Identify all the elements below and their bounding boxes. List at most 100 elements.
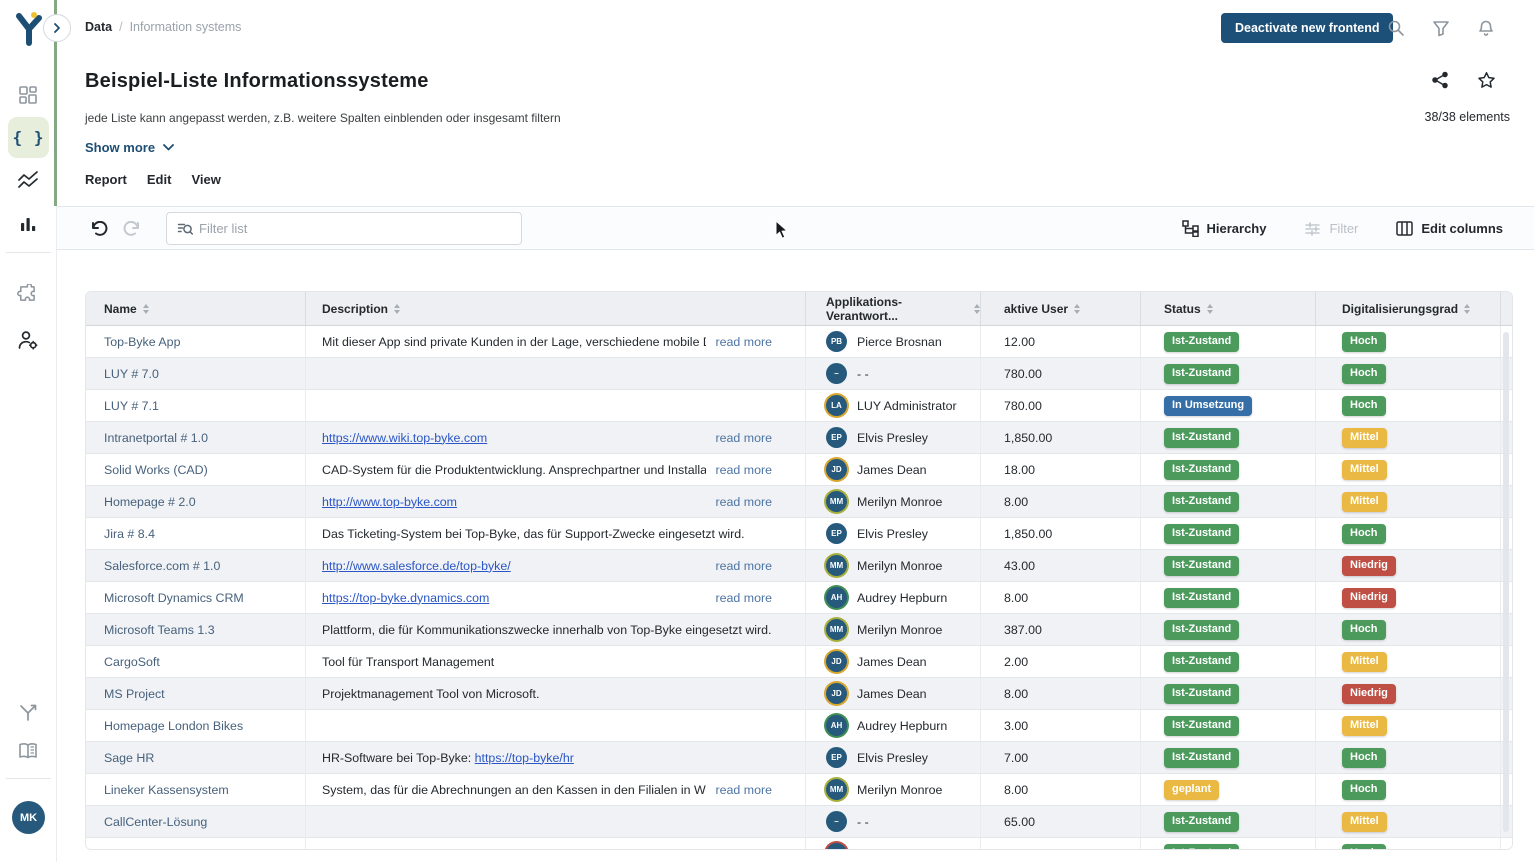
table-row[interactable]: Salesforce.com # 1.0 http://www.salesfor…	[86, 550, 1512, 582]
read-more-link[interactable]: read more	[715, 334, 772, 349]
table-row[interactable]: Microsoft Dynamics CRM https://top-byke.…	[86, 582, 1512, 614]
sidebar-divider	[6, 252, 51, 253]
row-name-link[interactable]: Microsoft Teams 1.3	[104, 622, 215, 637]
book-icon[interactable]	[16, 739, 40, 763]
dashboard-icon[interactable]	[16, 83, 40, 107]
digitalisierungsgrad-badge: Mittel	[1342, 811, 1387, 832]
row-name-link[interactable]: CargoSoft	[104, 654, 160, 669]
table-row[interactable]: Microsoft Teams 1.3 Plattform, die für K…	[86, 614, 1512, 646]
bell-icon[interactable]	[1476, 18, 1496, 38]
digitalisierungsgrad-badge: Mittel	[1342, 715, 1387, 736]
table-row[interactable]: CallCenter-Lösung – - - 65.00 Ist-Zustand…	[86, 806, 1512, 838]
information-systems-table: Name Description Applikations-Verantwort…	[85, 291, 1513, 850]
funnel-icon[interactable]	[1431, 18, 1451, 38]
digitalisierungsgrad-badge: Mittel	[1342, 491, 1387, 512]
row-name-link[interactable]: Top-Byke App	[104, 334, 181, 349]
description-link[interactable]: http://www.salesforce.de/top-byke/	[322, 558, 511, 573]
show-more-label: Show more	[85, 140, 156, 155]
table-row[interactable]: Lineker Kassensystem System, das für die…	[86, 774, 1512, 806]
row-name-link[interactable]: Sage HR	[104, 750, 155, 765]
row-name-link[interactable]: LUY # 7.0	[104, 366, 159, 381]
filter-search-icon	[177, 223, 193, 235]
column-header-name[interactable]: Name	[86, 292, 306, 325]
undo-icon[interactable]	[88, 218, 110, 240]
table-row[interactable]: LUY # 7.0 – - - 780.00 Ist-Zustand Hoch	[86, 358, 1512, 390]
row-name-link[interactable]: Salesforce.com # 1.0	[104, 558, 221, 573]
description-link[interactable]: https://top-byke.dynamics.com	[322, 590, 490, 605]
table-row[interactable]: eBusiness Plattform Digitale Lösung für …	[86, 838, 1512, 850]
table-row[interactable]: Jira # 8.4 Das Ticketing-System bei Top-…	[86, 518, 1512, 550]
read-more-link[interactable]: read more	[715, 782, 772, 797]
row-name-link[interactable]: Lineker Kassensystem	[104, 782, 229, 797]
row-name-link[interactable]: MS Project	[104, 686, 165, 701]
menu-edit[interactable]: Edit	[146, 172, 172, 187]
luy-logo[interactable]	[13, 11, 45, 47]
description-link[interactable]: https://www.wiki.top-byke.com	[322, 430, 488, 445]
redo-icon[interactable]	[120, 218, 142, 240]
table-row[interactable]: LUY # 7.1 LA LUY Administrator 780.00 In …	[86, 390, 1512, 422]
table-row[interactable]: CargoSoft Tool für Transport Management …	[86, 646, 1512, 678]
owner-avatar: AH	[826, 715, 847, 736]
digitalisierungsgrad-badge: Hoch	[1342, 363, 1386, 384]
bar-chart-icon[interactable]	[16, 212, 40, 236]
table-row[interactable]: Homepage # 2.0 http://www.top-byke.com re…	[86, 486, 1512, 518]
sidebar: { } MK	[0, 0, 57, 862]
table-row[interactable]: Homepage London Bikes AH Audrey Hepburn 3…	[86, 710, 1512, 742]
active-users-value: 7.00	[981, 742, 1141, 773]
user-settings-icon[interactable]	[16, 328, 40, 352]
status-badge: Ist-Zustand	[1164, 491, 1240, 512]
status-badge: Ist-Zustand	[1164, 555, 1240, 576]
table-row[interactable]: Intranetportal # 1.0 https://www.wiki.to…	[86, 422, 1512, 454]
status-badge: Ist-Zustand	[1164, 427, 1240, 448]
row-name-link[interactable]: Homepage # 2.0	[104, 494, 196, 509]
top-header: Data / Information systems Deactivate ne…	[57, 0, 1534, 56]
filter-button[interactable]: Filter	[1304, 220, 1358, 237]
row-name-link[interactable]: Solid Works (CAD)	[104, 462, 208, 477]
read-more-link[interactable]: read more	[715, 590, 772, 605]
branch-arrow-icon[interactable]	[16, 700, 40, 724]
column-header-aktive-user[interactable]: aktive User	[981, 292, 1141, 325]
row-name-link[interactable]: eBusiness Plattform	[104, 847, 214, 850]
read-more-link[interactable]: read more	[715, 558, 772, 573]
user-avatar[interactable]: MK	[12, 801, 45, 834]
sidebar-item-data-active[interactable]: { }	[8, 117, 49, 158]
menu-view[interactable]: View	[191, 172, 221, 187]
row-name-link[interactable]: Intranetportal # 1.0	[104, 430, 209, 445]
deactivate-new-frontend-button[interactable]: Deactivate new frontend	[1221, 13, 1394, 43]
vertical-scrollbar[interactable]	[1503, 332, 1509, 832]
breadcrumb-data[interactable]: Data	[85, 20, 113, 34]
trend-lines-icon[interactable]	[16, 168, 40, 192]
column-header-description[interactable]: Description	[306, 292, 806, 325]
view-menu: Report Edit View	[85, 172, 221, 187]
search-icon[interactable]	[1386, 18, 1406, 38]
row-name-link[interactable]: Jira # 8.4	[104, 526, 155, 541]
digitalisierungsgrad-badge: Mittel	[1342, 427, 1387, 448]
column-header-status[interactable]: Status	[1141, 292, 1316, 325]
read-more-link[interactable]: read more	[715, 462, 772, 477]
read-more-link[interactable]: read more	[715, 494, 772, 509]
share-icon[interactable]	[1430, 70, 1450, 90]
edit-columns-label: Edit columns	[1421, 220, 1503, 236]
table-row[interactable]: MS Project Projektmanagement Tool von Mi…	[86, 678, 1512, 710]
row-name-link[interactable]: CallCenter-Lösung	[104, 814, 208, 829]
row-name-link[interactable]: LUY # 7.1	[104, 398, 159, 413]
hierarchy-button[interactable]: Hierarchy	[1181, 219, 1266, 237]
puzzle-icon[interactable]	[16, 283, 40, 307]
table-row[interactable]: Top-Byke App Mit dieser App sind private…	[86, 326, 1512, 358]
row-name-link[interactable]: Microsoft Dynamics CRM	[104, 590, 244, 605]
show-more-toggle[interactable]: Show more	[85, 140, 174, 155]
star-icon[interactable]	[1476, 70, 1496, 90]
owner-avatar: AH	[826, 587, 847, 608]
sidebar-collapse-button[interactable]	[43, 14, 71, 42]
column-header-applikations-verantwortlicher[interactable]: Applikations-Verantwort...	[806, 292, 981, 325]
filter-list-input[interactable]	[199, 221, 511, 236]
description-link[interactable]: http://www.top-byke.com	[322, 494, 457, 509]
menu-report[interactable]: Report	[85, 172, 127, 187]
table-row[interactable]: Solid Works (CAD) CAD-System für die Pro…	[86, 454, 1512, 486]
description-link[interactable]: https://top-byke/hr	[474, 750, 574, 765]
edit-columns-button[interactable]: Edit columns	[1396, 221, 1503, 236]
column-header-digitalisierungsgrad[interactable]: Digitalisierungsgrad	[1316, 292, 1501, 325]
read-more-link[interactable]: read more	[715, 430, 772, 445]
row-name-link[interactable]: Homepage London Bikes	[104, 718, 244, 733]
table-row[interactable]: Sage HR HR-Software bei Top-Byke: https:…	[86, 742, 1512, 774]
